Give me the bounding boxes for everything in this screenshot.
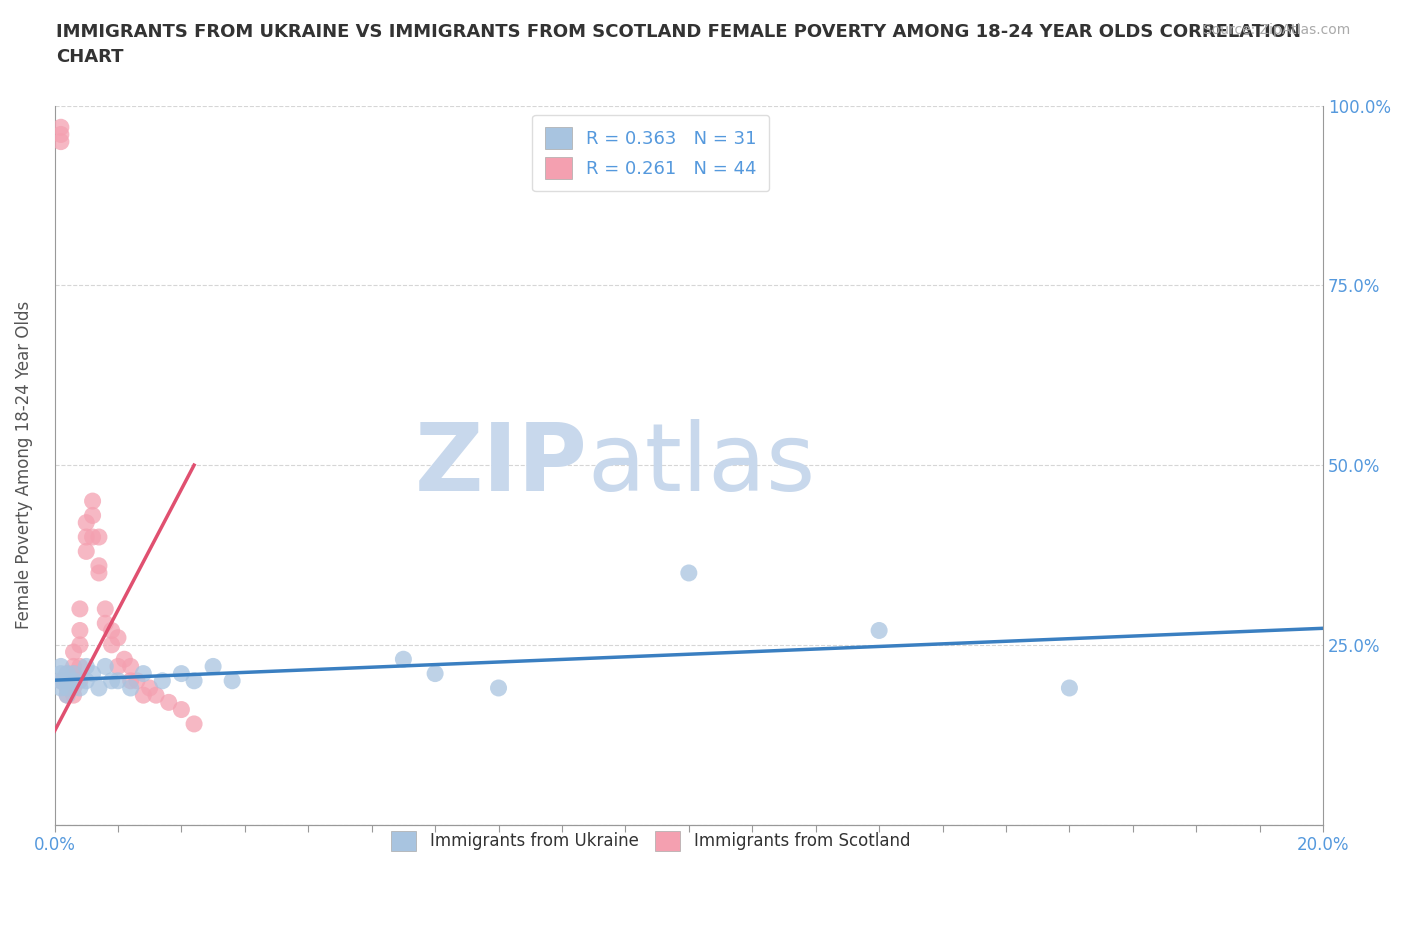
- Point: [138, 681, 160, 696]
- Point: [69, 602, 91, 617]
- Point: [107, 673, 129, 688]
- Point: [56, 687, 79, 702]
- Text: Source: ZipAtlas.com: Source: ZipAtlas.com: [1202, 23, 1350, 37]
- Point: [75, 515, 97, 530]
- Point: [132, 687, 155, 702]
- Text: IMMIGRANTS FROM UKRAINE VS IMMIGRANTS FROM SCOTLAND FEMALE POVERTY AMONG 18-24 Y: IMMIGRANTS FROM UKRAINE VS IMMIGRANTS FR…: [56, 23, 1301, 66]
- Point: [62, 666, 84, 681]
- Point: [678, 565, 700, 580]
- Point: [112, 652, 135, 667]
- Point: [868, 623, 890, 638]
- Point: [423, 666, 446, 681]
- Point: [94, 659, 117, 674]
- Point: [56, 687, 79, 702]
- Point: [132, 666, 155, 681]
- Point: [69, 673, 91, 688]
- Y-axis label: Female Poverty Among 18-24 Year Olds: Female Poverty Among 18-24 Year Olds: [15, 301, 32, 630]
- Point: [183, 673, 205, 688]
- Point: [75, 544, 97, 559]
- Point: [120, 681, 142, 696]
- Point: [183, 716, 205, 731]
- Point: [56, 673, 79, 688]
- Point: [62, 687, 84, 702]
- Point: [56, 666, 79, 681]
- Point: [56, 681, 79, 696]
- Point: [49, 659, 72, 674]
- Point: [100, 673, 122, 688]
- Legend: Immigrants from Ukraine, Immigrants from Scotland: Immigrants from Ukraine, Immigrants from…: [382, 822, 918, 859]
- Point: [75, 659, 97, 674]
- Point: [49, 666, 72, 681]
- Point: [56, 673, 79, 688]
- Point: [221, 673, 243, 688]
- Point: [82, 508, 104, 523]
- Point: [49, 120, 72, 135]
- Point: [49, 681, 72, 696]
- Point: [49, 673, 72, 688]
- Point: [107, 659, 129, 674]
- Point: [82, 494, 104, 509]
- Point: [170, 702, 193, 717]
- Point: [120, 659, 142, 674]
- Point: [202, 659, 225, 674]
- Point: [62, 659, 84, 674]
- Point: [82, 529, 104, 544]
- Point: [75, 673, 97, 688]
- Point: [170, 666, 193, 681]
- Point: [69, 681, 91, 696]
- Point: [87, 681, 110, 696]
- Point: [157, 695, 180, 710]
- Point: [87, 558, 110, 573]
- Point: [87, 529, 110, 544]
- Point: [49, 134, 72, 149]
- Point: [145, 687, 167, 702]
- Point: [125, 673, 148, 688]
- Point: [392, 652, 415, 667]
- Text: ZIP: ZIP: [415, 419, 588, 512]
- Point: [62, 681, 84, 696]
- Point: [69, 637, 91, 652]
- Point: [488, 681, 510, 696]
- Point: [56, 673, 79, 688]
- Point: [1059, 681, 1081, 696]
- Point: [94, 602, 117, 617]
- Point: [82, 666, 104, 681]
- Point: [49, 127, 72, 142]
- Point: [120, 673, 142, 688]
- Point: [150, 673, 173, 688]
- Point: [49, 673, 72, 688]
- Point: [56, 681, 79, 696]
- Point: [100, 623, 122, 638]
- Point: [62, 673, 84, 688]
- Text: atlas: atlas: [588, 419, 815, 512]
- Point: [69, 659, 91, 674]
- Point: [107, 631, 129, 645]
- Point: [69, 623, 91, 638]
- Point: [56, 666, 79, 681]
- Point: [62, 666, 84, 681]
- Point: [100, 637, 122, 652]
- Point: [75, 529, 97, 544]
- Point: [94, 616, 117, 631]
- Point: [62, 644, 84, 659]
- Point: [87, 565, 110, 580]
